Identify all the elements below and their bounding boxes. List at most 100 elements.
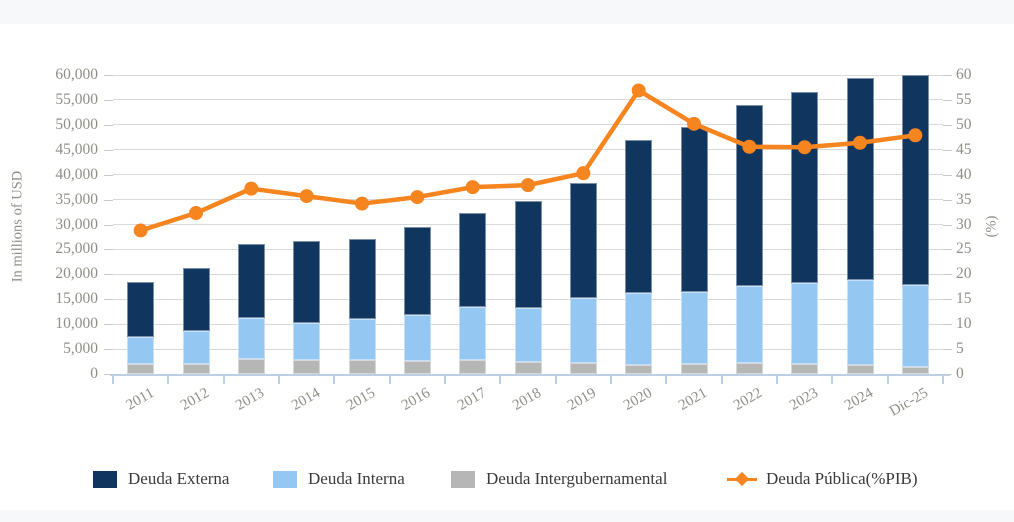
bar-segment-deuda-externa — [237, 243, 265, 319]
bar-segment-deuda-externa — [348, 239, 376, 320]
gridline — [113, 99, 943, 101]
pib-line-point — [631, 83, 646, 98]
x-axis-tick — [444, 376, 446, 384]
legend-item-deuda-p-blica-pib-: Deuda Pública(%PIB) — [727, 468, 918, 490]
x-axis-label: 2024 — [842, 385, 876, 414]
bar-segment-deuda-intergubernamental — [182, 364, 210, 374]
right-axis-tick — [943, 224, 952, 226]
left-axis-tick-label: 25,000 — [55, 240, 98, 258]
bar-segment-deuda-interna — [237, 318, 265, 359]
pib-line-point — [299, 189, 314, 204]
gridline — [113, 74, 943, 76]
left-axis-tick-label: 50,000 — [55, 115, 98, 133]
legend-label: Deuda Externa — [128, 469, 230, 488]
bar-segment-deuda-interna — [348, 319, 376, 361]
x-axis-tick — [112, 376, 114, 384]
pib-line-point — [244, 181, 259, 196]
left-axis-tick — [104, 324, 113, 326]
legend-diamond-icon — [734, 471, 750, 487]
x-axis-tick — [610, 376, 612, 384]
right-axis-tick-label: 35 — [956, 190, 972, 208]
bar-segment-deuda-interna — [735, 286, 763, 363]
legend-swatch-icon — [451, 470, 475, 488]
x-axis-label: 2016 — [399, 385, 434, 414]
left-axis-tick — [104, 174, 113, 176]
right-axis-tick — [943, 174, 952, 176]
bar-segment-deuda-intergubernamental — [680, 363, 708, 374]
pib-line-point — [521, 178, 535, 193]
left-axis-tick — [104, 75, 113, 76]
bar-segment-deuda-interna — [846, 280, 874, 365]
x-axis-tick — [167, 376, 170, 384]
x-axis-tick — [499, 376, 502, 384]
legend-line-marker-icon — [727, 471, 757, 488]
x-axis-line — [110, 374, 950, 376]
left-axis-tick-label: 45,000 — [55, 140, 98, 158]
pib-line-point — [853, 135, 867, 150]
right-axis-tick — [943, 324, 952, 326]
left-axis-tick — [104, 349, 113, 351]
right-axis-tick-label: 45 — [956, 140, 972, 158]
legend-swatch-icon — [273, 470, 297, 488]
bar-segment-deuda-externa — [293, 241, 321, 324]
bar-segment-deuda-externa — [846, 78, 874, 281]
bar-segment-deuda-externa — [625, 140, 653, 293]
x-axis-label: 2011 — [123, 385, 157, 414]
pib-line-point — [410, 190, 425, 205]
plot-area — [113, 74, 943, 374]
right-axis-tick-label: 55 — [956, 90, 972, 108]
right-axis-tick-label: 10 — [956, 315, 972, 333]
bar-segment-deuda-interna — [901, 285, 929, 367]
left-axis-tick-label: 35,000 — [55, 190, 98, 208]
left-axis-tick-label: 20,000 — [55, 265, 98, 283]
top-background-band — [0, 0, 1014, 24]
legend-item-deuda-interna: Deuda Interna — [273, 468, 405, 490]
left-axis-tick — [104, 124, 113, 126]
bar-segment-deuda-interna — [625, 292, 653, 365]
bar-segment-deuda-externa — [514, 201, 542, 309]
bar-segment-deuda-interna — [680, 291, 708, 364]
bar-segment-deuda-externa — [569, 182, 597, 298]
x-axis-label: 2023 — [786, 385, 821, 414]
x-axis-tick — [222, 376, 225, 384]
x-axis-label: 2019 — [565, 385, 600, 414]
bar-segment-deuda-intergubernamental — [459, 359, 487, 374]
legend-swatch-icon — [93, 470, 117, 488]
bar-segment-deuda-intergubernamental — [791, 363, 819, 374]
right-axis-tick-label: 15 — [956, 290, 972, 308]
legend-label: Deuda Pública(%PIB) — [766, 469, 918, 488]
bar-segment-deuda-intergubernamental — [514, 361, 542, 374]
bar-segment-deuda-intergubernamental — [625, 364, 653, 374]
right-axis-tick-label: 0 — [956, 365, 964, 382]
x-axis-tick — [942, 376, 944, 384]
bar-segment-deuda-interna — [514, 308, 542, 362]
left-axis-tick-label: 30,000 — [55, 215, 98, 233]
pib-line-point — [355, 196, 369, 211]
pib-line-point — [908, 128, 923, 143]
x-axis-tick — [665, 376, 668, 384]
right-axis-tick-label: 50 — [956, 115, 972, 133]
bar-segment-deuda-externa — [901, 75, 929, 286]
bar-segment-deuda-interna — [127, 337, 155, 364]
bar-segment-deuda-intergubernamental — [569, 362, 597, 374]
left-axis-tick-label: 55,000 — [55, 90, 98, 108]
left-axis-tick — [104, 224, 113, 226]
right-axis-tick — [943, 199, 952, 201]
gridline — [113, 199, 943, 201]
pib-line-point — [687, 116, 701, 131]
x-axis-label: 2018 — [510, 385, 544, 414]
pib-line-point — [742, 139, 757, 154]
x-axis-tick — [333, 376, 336, 384]
right-axis-tick — [943, 299, 952, 301]
right-axis-tick — [943, 149, 952, 151]
right-axis-tick-label: 30 — [956, 215, 972, 233]
bar-segment-deuda-intergubernamental — [293, 360, 321, 374]
bar-segment-deuda-interna — [459, 307, 487, 360]
bar-segment-deuda-externa — [791, 91, 819, 284]
left-axis-tick — [104, 199, 113, 201]
legend-label: Deuda Interna — [308, 469, 405, 488]
x-axis-tick — [278, 376, 280, 384]
left-axis-tick — [104, 374, 113, 375]
right-axis-tick — [943, 349, 952, 351]
left-axis-tick — [104, 299, 113, 301]
